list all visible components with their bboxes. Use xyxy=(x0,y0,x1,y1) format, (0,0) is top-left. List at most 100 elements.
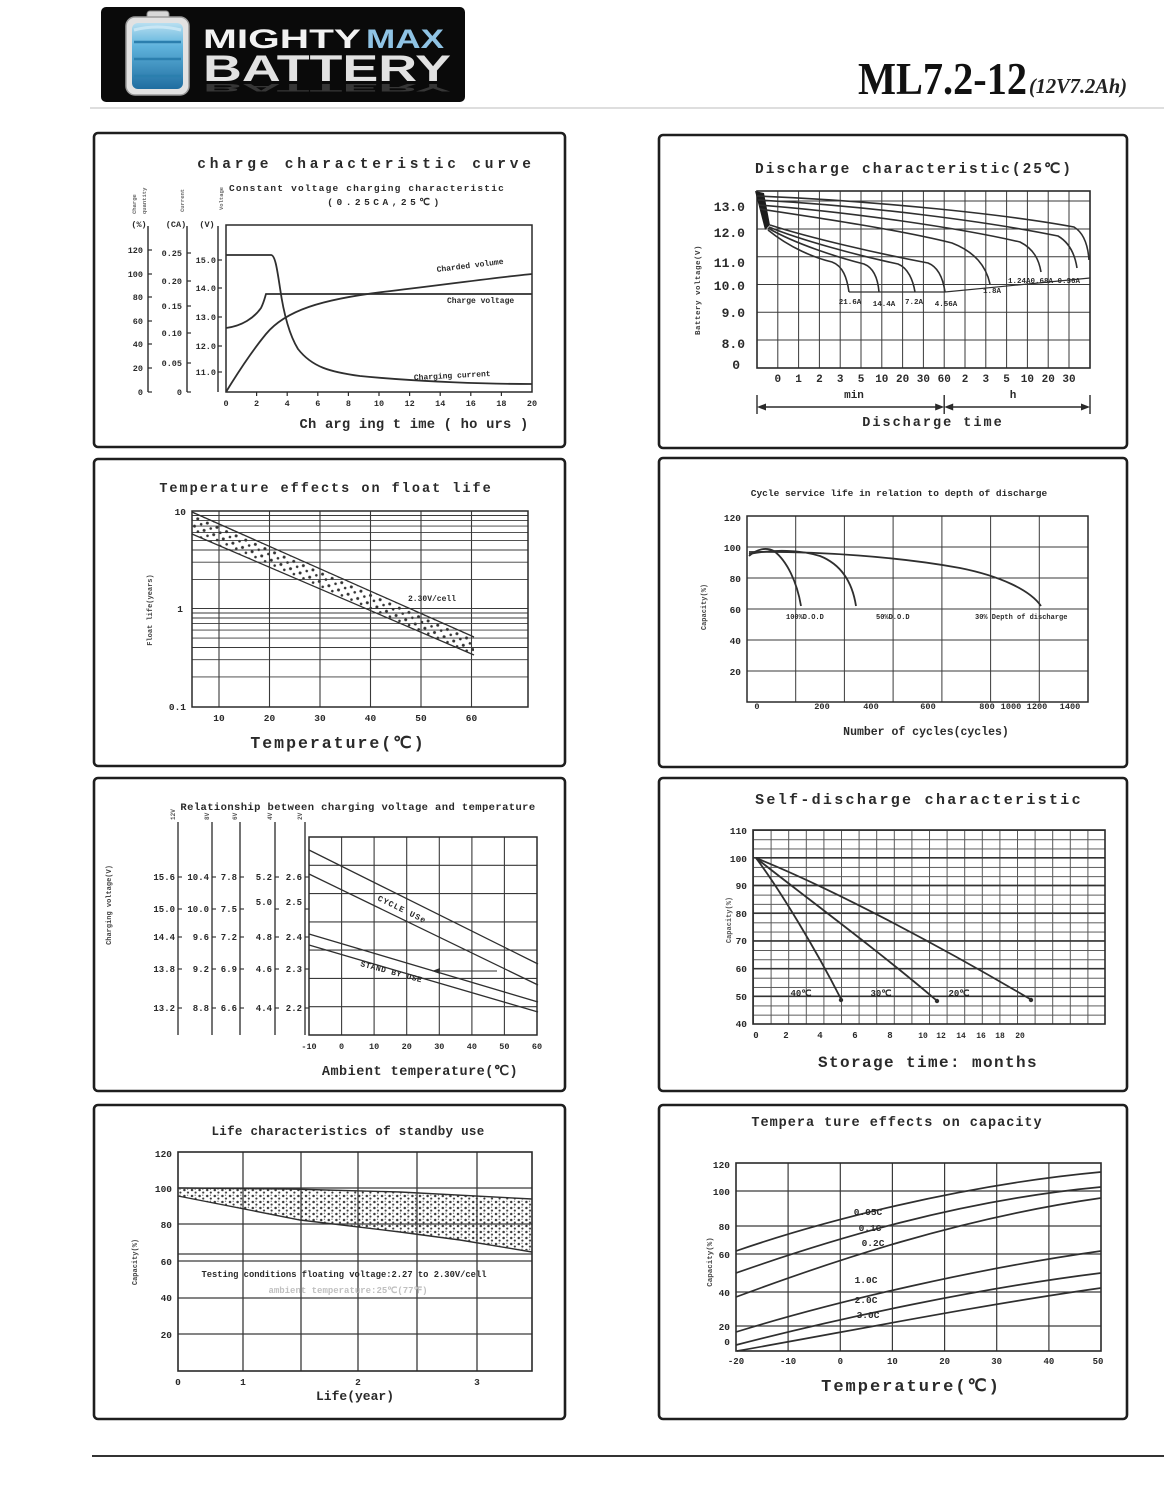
svg-text:0.20: 0.20 xyxy=(162,277,182,287)
svg-text:16: 16 xyxy=(466,399,476,409)
svg-text:15.0: 15.0 xyxy=(196,256,216,266)
svg-text:10: 10 xyxy=(918,1032,928,1041)
svg-text:80: 80 xyxy=(730,574,742,585)
svg-text:2.5: 2.5 xyxy=(286,898,302,908)
svg-text:1: 1 xyxy=(240,1377,246,1388)
svg-text:0: 0 xyxy=(724,1337,730,1348)
svg-text:20: 20 xyxy=(402,1042,412,1052)
svg-text:10: 10 xyxy=(374,399,384,409)
svg-text:Relationship between charging: Relationship between charging voltage an… xyxy=(180,802,535,814)
svg-text:Self-discharge characteristic: Self-discharge characteristic xyxy=(755,792,1083,809)
svg-text:BATTERY: BATTERY xyxy=(203,48,451,89)
svg-text:5.0: 5.0 xyxy=(256,898,272,908)
svg-text:10: 10 xyxy=(875,374,888,386)
svg-text:-10: -10 xyxy=(780,1357,796,1367)
svg-text:14.0: 14.0 xyxy=(196,284,216,294)
svg-text:Temperature effects on float l: Temperature effects on float life xyxy=(159,482,492,497)
svg-text:5: 5 xyxy=(1003,374,1010,386)
svg-text:2.3: 2.3 xyxy=(286,965,302,975)
svg-text:80: 80 xyxy=(719,1222,731,1233)
svg-text:0.1: 0.1 xyxy=(169,702,186,713)
svg-text:100: 100 xyxy=(128,270,143,280)
svg-text:0: 0 xyxy=(774,374,781,386)
svg-text:10: 10 xyxy=(1021,374,1034,386)
svg-text:2.0C: 2.0C xyxy=(855,1295,878,1306)
svg-text:3: 3 xyxy=(474,1377,480,1388)
svg-text:40: 40 xyxy=(730,636,742,647)
svg-text:4V: 4V xyxy=(267,812,274,820)
svg-text:30: 30 xyxy=(434,1042,444,1052)
svg-text:2.2: 2.2 xyxy=(286,1004,302,1014)
svg-text:21.6A: 21.6A xyxy=(839,299,862,307)
svg-text:0: 0 xyxy=(754,702,759,712)
svg-text:60: 60 xyxy=(532,1042,542,1052)
svg-text:8: 8 xyxy=(887,1031,892,1041)
svg-text:7.5: 7.5 xyxy=(221,905,237,915)
svg-text:1.0C: 1.0C xyxy=(855,1275,878,1286)
svg-text:0: 0 xyxy=(732,358,740,373)
svg-text:(V): (V) xyxy=(199,220,214,230)
svg-text:Capacity(%): Capacity(%) xyxy=(726,897,734,943)
svg-text:90: 90 xyxy=(736,881,748,892)
svg-text:0: 0 xyxy=(753,1031,758,1041)
svg-text:13.2: 13.2 xyxy=(153,1004,175,1014)
svg-text:10: 10 xyxy=(175,507,187,518)
svg-text:10.0: 10.0 xyxy=(714,279,745,294)
svg-text:10.4: 10.4 xyxy=(187,873,209,883)
svg-text:0: 0 xyxy=(177,388,182,398)
svg-text:120: 120 xyxy=(128,246,143,256)
svg-text:1.8A: 1.8A xyxy=(983,288,1002,296)
svg-text:11.0: 11.0 xyxy=(196,368,216,378)
svg-text:60: 60 xyxy=(730,605,742,616)
svg-text:10: 10 xyxy=(213,713,225,724)
svg-text:20: 20 xyxy=(161,1330,173,1341)
svg-text:200: 200 xyxy=(814,702,829,712)
svg-text:6: 6 xyxy=(852,1031,857,1041)
svg-text:18: 18 xyxy=(995,1032,1005,1041)
svg-text:1200: 1200 xyxy=(1027,702,1048,712)
svg-text:Current: Current xyxy=(179,189,186,212)
svg-text:0.15: 0.15 xyxy=(162,302,182,312)
svg-text:4: 4 xyxy=(817,1031,823,1041)
svg-text:50: 50 xyxy=(736,992,748,1003)
svg-text:30: 30 xyxy=(991,1357,1002,1367)
svg-text:120: 120 xyxy=(155,1149,172,1160)
svg-text:Ch arg ing t ime ( ho urs ): Ch arg ing t ime ( ho urs ) xyxy=(300,417,529,433)
svg-text:10: 10 xyxy=(887,1357,898,1367)
svg-text:6.9: 6.9 xyxy=(221,965,237,975)
svg-text:30: 30 xyxy=(314,713,326,724)
svg-text:20: 20 xyxy=(730,667,742,678)
svg-text:0.05: 0.05 xyxy=(162,359,182,369)
svg-text:3: 3 xyxy=(837,374,844,386)
svg-text:600: 600 xyxy=(920,702,935,712)
svg-text:13.8: 13.8 xyxy=(153,965,175,975)
svg-text:20: 20 xyxy=(133,364,143,374)
svg-text:800: 800 xyxy=(979,702,994,712)
svg-text:60: 60 xyxy=(161,1257,173,1268)
svg-text:Charging voltage(V): Charging voltage(V) xyxy=(106,865,114,945)
svg-text:18: 18 xyxy=(496,399,506,409)
svg-text:30% Depth of discharge: 30% Depth of discharge xyxy=(975,614,1067,622)
svg-text:10: 10 xyxy=(369,1042,379,1052)
svg-text:Number of cycles(cycles): Number of cycles(cycles) xyxy=(843,726,1009,739)
svg-text:Testing conditions floating vo: Testing conditions floating voltage:2.27… xyxy=(201,1270,486,1280)
svg-text:5: 5 xyxy=(858,374,865,386)
svg-text:(12V7.2Ah): (12V7.2Ah) xyxy=(1029,74,1127,98)
svg-text:20: 20 xyxy=(719,1322,731,1333)
svg-text:2: 2 xyxy=(254,399,259,409)
svg-text:Constant voltage charging char: Constant voltage charging characteristic xyxy=(229,183,505,194)
svg-text:8V: 8V xyxy=(204,812,211,820)
svg-text:400: 400 xyxy=(863,702,878,712)
svg-text:1000: 1000 xyxy=(1001,702,1022,712)
svg-text:40: 40 xyxy=(365,713,377,724)
svg-text:70: 70 xyxy=(736,936,748,947)
svg-text:BATTERY: BATTERY xyxy=(203,82,451,95)
svg-text:0.2C: 0.2C xyxy=(862,1238,885,1249)
svg-text:80: 80 xyxy=(736,909,748,920)
svg-text:Ambient temperature(℃): Ambient temperature(℃) xyxy=(322,1064,518,1080)
svg-text:4.6: 4.6 xyxy=(256,965,272,975)
svg-text:2: 2 xyxy=(355,1377,361,1388)
svg-text:2V: 2V xyxy=(297,812,304,820)
svg-text:50: 50 xyxy=(499,1042,509,1052)
svg-text:1: 1 xyxy=(177,604,183,615)
